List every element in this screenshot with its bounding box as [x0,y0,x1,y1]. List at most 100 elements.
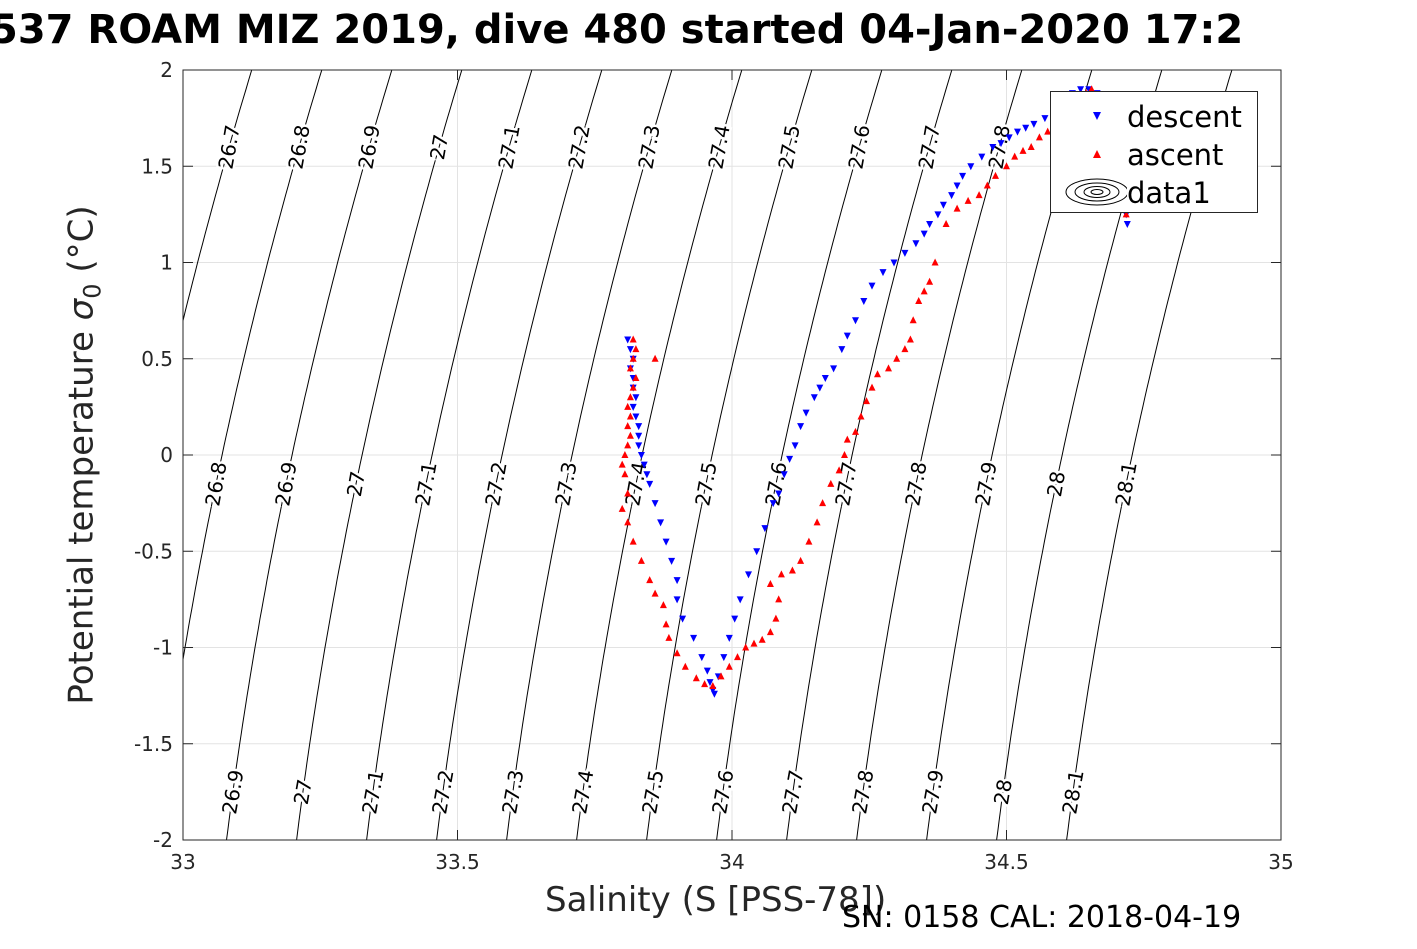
descent-marker [725,634,733,642]
ascent-marker [874,370,881,378]
ascent-marker [777,570,785,578]
ascent-marker [942,220,950,227]
descent-marker [698,654,706,662]
descent-marker [868,282,876,290]
y-tick-label: 0.5 [141,347,173,371]
contour-icon [1065,178,1127,206]
ascent-marker [651,589,659,597]
ascent-marker [915,297,923,304]
ascent-marker [673,649,681,657]
descent-marker [967,163,975,171]
ascent-marker [1122,210,1130,218]
x-tick-label: 35 [1268,850,1293,874]
descent-marker [657,519,665,527]
ascent-marker [841,451,848,458]
legend-label-descent: descent [1127,100,1242,134]
descent-marker [1030,120,1038,128]
x-tick-label: 33 [170,850,195,874]
descent-marker [797,423,805,431]
descent-marker [651,500,659,508]
ascent-marker [1027,143,1035,150]
isopycnal-line [183,70,253,323]
descent-marker [643,471,651,479]
legend[interactable]: descent ascent data1 [1050,91,1258,213]
y-axis-label-subscript: 0 [78,283,107,299]
ascent-marker [835,466,843,474]
isopycnal-line [786,70,953,840]
y-tick-label: 1.5 [141,154,173,178]
legend-item-descent[interactable]: descent [1051,97,1257,135]
ascent-marker [624,422,632,430]
descent-marker [775,490,783,498]
y-tick-label: 2 [160,58,173,82]
contour-label: 28 [1042,469,1070,498]
ascent-marker [983,181,991,189]
ascent-marker [1088,85,1096,93]
descent-marker [901,249,909,257]
ascent-marker [621,470,629,478]
legend-item-data1[interactable]: data1 [1051,173,1257,211]
descent-marker [637,452,645,459]
ascent-marker [626,431,634,439]
ascent-marker [626,364,634,372]
ascent-marker [893,354,901,362]
y-tick-label: -1.5 [134,732,173,756]
chart-title: 537 ROAM MIZ 2019, dive 480 started 04-J… [0,7,1244,53]
descent-marker [753,548,761,556]
descent-marker [953,182,961,190]
ascent-marker [692,674,700,682]
ascent-marker [624,402,632,410]
descent-marker [635,432,643,440]
ascent-marker [624,441,632,449]
ascent-marker [885,364,892,372]
ascent-marker [659,601,667,609]
contour-label: 27 [425,132,453,161]
descent-marker [679,615,687,623]
ascent-marker [618,504,626,512]
ascent-marker [725,662,733,670]
descent-marker [786,455,794,463]
ascent-marker [1044,127,1052,135]
ascent-marker [632,374,640,381]
serial-calibration-note: SN: 0158 CAL: 2018-04-19 [842,900,1242,935]
ascent-marker [1011,152,1019,160]
ascent-marker [1003,162,1010,170]
ascent-marker [665,633,673,641]
isopycnal-line [506,70,673,840]
ascent-marker [772,614,780,622]
y-tick-label: 0 [160,443,173,467]
descent-marker [731,615,739,623]
descent-marker [816,384,824,392]
triangle-down-icon [1093,112,1101,120]
legend-item-ascent[interactable]: ascent [1051,135,1257,173]
isopycnal-line [646,70,813,840]
x-tick-label: 34 [719,850,744,874]
ascent-marker [701,680,709,688]
isopycnal-line [226,70,393,840]
descent-marker [690,634,698,642]
ascent-marker [906,335,914,343]
ascent-marker [626,412,634,420]
isopycnal-line [436,70,603,840]
descent-marker [668,557,676,565]
ascent-marker [953,204,961,212]
ascent-marker [681,662,689,670]
ascent-marker [717,672,725,680]
descent-marker [926,221,934,228]
ascent-marker [964,196,972,204]
ascent-marker [920,287,928,295]
ascent-marker [1019,146,1027,154]
descent-marker [629,403,637,411]
ascent-marker [863,397,870,405]
descent-marker [890,259,898,267]
isopycnal-line [296,70,463,840]
descent-marker [860,298,868,305]
descent-marker [1077,86,1085,94]
descent-marker [939,201,947,209]
descent-marker [624,336,632,344]
descent-marker [761,525,769,533]
isopycnal-line [183,70,323,663]
y-axis-label-unit: (°C) [61,205,102,284]
descent-marker [948,192,956,200]
legend-label-data1: data1 [1127,176,1211,210]
